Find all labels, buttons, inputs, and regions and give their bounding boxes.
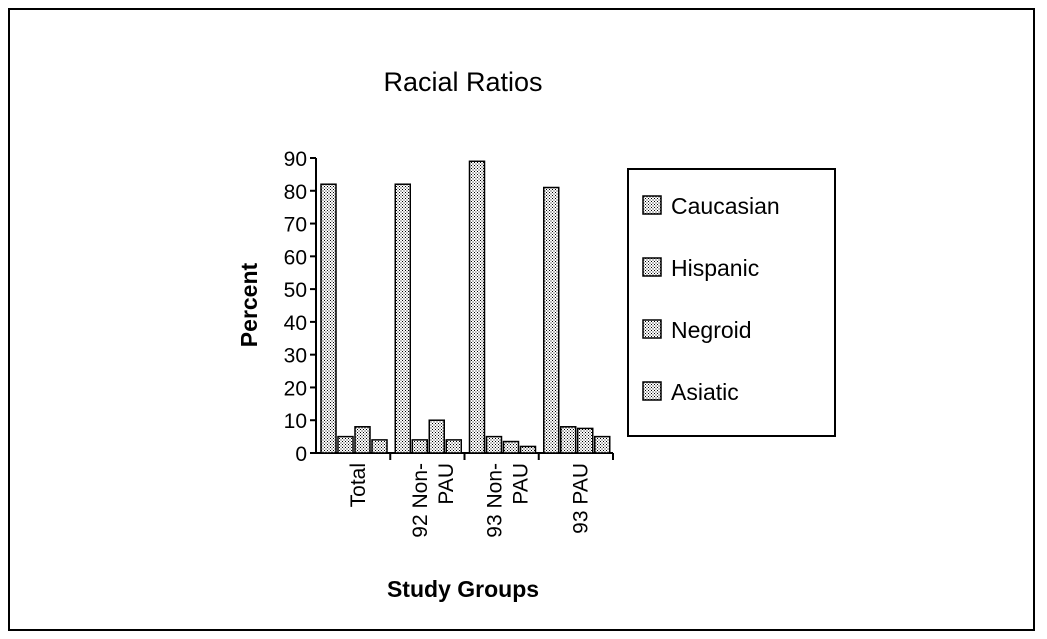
x-tick-label: 93 Non- bbox=[483, 463, 506, 538]
legend-label-caucasian: Caucasian bbox=[671, 193, 780, 219]
chart-title: Racial Ratios bbox=[383, 67, 542, 97]
chart-frame bbox=[8, 8, 1035, 631]
legend-swatch-caucasian bbox=[642, 195, 662, 215]
bar-caucasian bbox=[543, 186, 560, 454]
x-tick-label: PAU bbox=[509, 463, 532, 505]
bar-negroid bbox=[354, 426, 371, 454]
legend-label-negroid: Negroid bbox=[671, 317, 752, 343]
bar-asiatic bbox=[371, 439, 388, 454]
bar-hispanic bbox=[411, 439, 428, 454]
bar-negroid bbox=[428, 419, 445, 454]
bar-hispanic bbox=[485, 435, 503, 454]
x-tick-label: 93 PAU bbox=[570, 463, 593, 534]
legend-swatch-asiatic bbox=[642, 381, 662, 401]
bar-asiatic bbox=[445, 439, 462, 454]
y-tick-label: 60 bbox=[284, 246, 307, 269]
bar-asiatic bbox=[519, 445, 537, 454]
legend-swatch-negroid bbox=[642, 319, 662, 339]
legend-label-asiatic: Asiatic bbox=[671, 379, 739, 405]
y-tick-label: 70 bbox=[284, 214, 307, 237]
x-tick-label: PAU bbox=[435, 463, 458, 505]
bar-caucasian bbox=[468, 160, 486, 454]
bar-negroid bbox=[502, 440, 520, 454]
x-tick-label: 92 Non- bbox=[409, 463, 432, 538]
bar-caucasian bbox=[320, 183, 337, 454]
y-tick-label: 30 bbox=[284, 345, 307, 368]
bar-asiatic bbox=[594, 435, 611, 454]
legend: Caucasian Hispanic Negroid Asiatic bbox=[627, 168, 836, 437]
y-tick-label: 20 bbox=[284, 377, 307, 400]
bar-caucasian bbox=[394, 183, 411, 454]
x-tick-label: Total bbox=[347, 463, 370, 507]
legend-box bbox=[627, 168, 836, 437]
y-tick-label: 10 bbox=[284, 410, 307, 433]
y-tick-label: 0 bbox=[295, 443, 307, 466]
x-axis-title: Study Groups bbox=[387, 576, 539, 602]
bar-hispanic bbox=[337, 435, 354, 454]
y-tick-label: 50 bbox=[284, 279, 307, 302]
legend-swatch-hispanic bbox=[642, 257, 662, 277]
y-axis-title: Percent bbox=[236, 262, 262, 347]
y-tick-label: 40 bbox=[284, 312, 307, 335]
bar-negroid bbox=[577, 427, 594, 454]
bar-hispanic bbox=[560, 426, 577, 454]
y-tick-label: 80 bbox=[284, 181, 307, 204]
legend-label-hispanic: Hispanic bbox=[671, 255, 759, 281]
y-tick-label: 90 bbox=[284, 148, 307, 171]
